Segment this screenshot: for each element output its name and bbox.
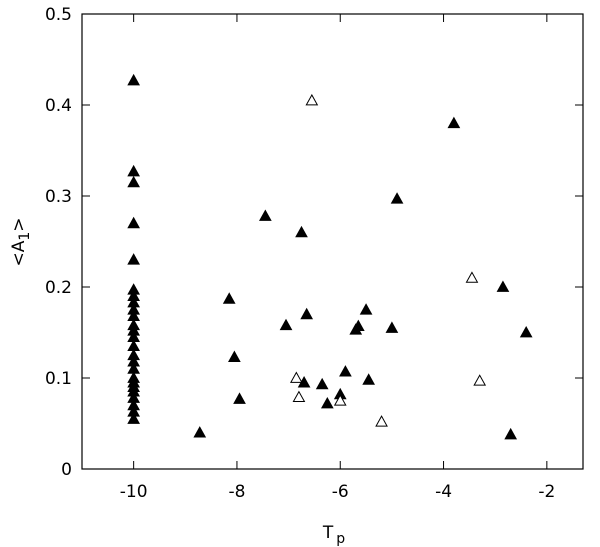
point xyxy=(300,307,314,320)
y-tick-label: 0.4 xyxy=(45,96,72,116)
point xyxy=(333,394,347,406)
point xyxy=(295,225,308,238)
point xyxy=(390,192,404,204)
point xyxy=(292,390,306,403)
point xyxy=(222,292,236,304)
y-tick-label: 0.1 xyxy=(45,369,72,389)
point xyxy=(259,209,272,221)
point xyxy=(127,175,140,188)
point xyxy=(447,116,461,129)
point xyxy=(127,253,140,265)
point xyxy=(351,319,365,332)
point xyxy=(496,280,510,292)
point xyxy=(339,365,352,377)
point xyxy=(519,325,533,338)
y-tick-label: 0 xyxy=(61,460,72,480)
point xyxy=(315,377,329,390)
x-tick-label: -2 xyxy=(538,482,555,502)
point xyxy=(289,371,303,383)
point xyxy=(305,93,319,106)
point xyxy=(504,427,518,440)
point xyxy=(127,216,140,229)
y-tick-label: 0.3 xyxy=(45,187,72,207)
point xyxy=(127,412,140,424)
x-tick-label: -8 xyxy=(228,482,245,502)
point xyxy=(233,392,246,404)
plot-frame xyxy=(81,13,584,470)
y-tick-label: 0.2 xyxy=(45,278,72,298)
point xyxy=(228,350,241,362)
x-tick-label: -4 xyxy=(435,482,452,502)
point xyxy=(127,164,140,177)
point xyxy=(465,271,479,283)
y-axis-label: <A1> xyxy=(9,217,33,266)
point xyxy=(127,73,140,86)
x-tick-label: -6 xyxy=(332,482,349,502)
point xyxy=(279,318,293,331)
point xyxy=(320,396,334,409)
point xyxy=(193,426,207,438)
point xyxy=(375,415,388,427)
point xyxy=(362,373,376,385)
point xyxy=(359,303,373,315)
y-tick-label: 0.5 xyxy=(45,5,72,25)
point xyxy=(385,321,399,333)
point xyxy=(473,374,487,386)
x-tick-label: -10 xyxy=(120,482,148,502)
